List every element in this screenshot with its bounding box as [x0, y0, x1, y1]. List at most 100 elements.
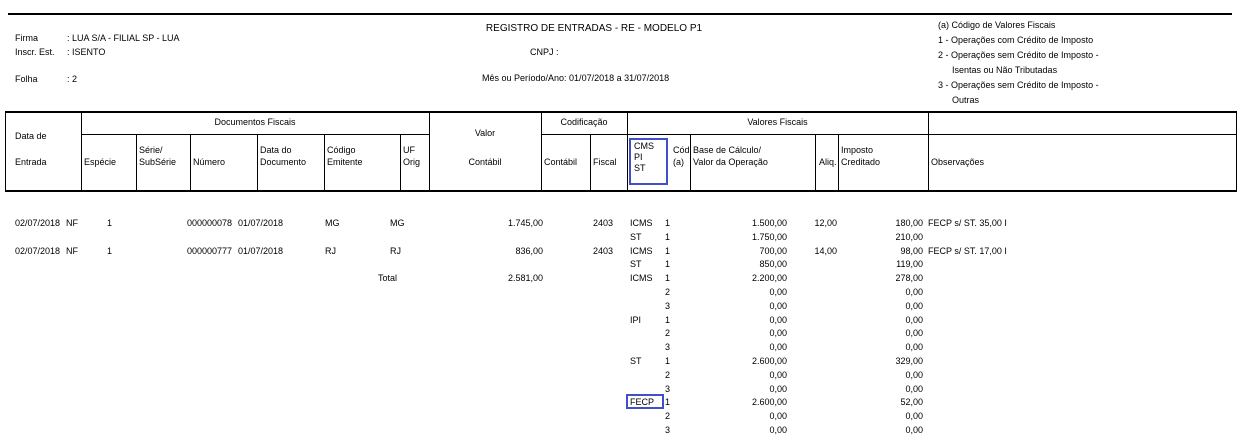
table-mid-border: [541, 134, 1237, 135]
col-header-numero: Número: [193, 157, 226, 167]
table-top-border: [5, 111, 1237, 113]
col-header-valor-contabil: Contábil: [468, 157, 502, 167]
cell-data-entrada: 02/07/2018: [15, 218, 61, 228]
group-header-documentos-fiscais: Documentos Fiscais: [214, 117, 296, 127]
table-vline: [81, 111, 82, 192]
cell-serie: 1: [107, 246, 113, 256]
cell-numero: 000000078: [187, 218, 233, 228]
cell-uf-orig: MG: [390, 218, 405, 228]
cell-uf-orig: RJ: [390, 246, 401, 256]
table-vline: [541, 111, 542, 192]
legend-line: 1 - Operações com Crédito de Imposto: [938, 35, 1094, 45]
cell-valor-contabil: 2.581,00: [507, 273, 543, 283]
cell-total-label: Total: [378, 273, 398, 283]
cell-imposto-creditado: 0,00: [905, 328, 923, 338]
cell-base-calculo: 2.600,00: [751, 356, 787, 366]
cell-base-calculo: 2.600,00: [751, 397, 787, 407]
cell-imposto-tipo: ICMS: [630, 273, 653, 283]
cell-imposto-creditado: 0,00: [905, 411, 923, 421]
cell-imposto-tipo: ICMS: [630, 246, 653, 256]
cell-imposto-creditado: 180,00: [895, 218, 923, 228]
cell-cod-fiscal: 2403: [592, 246, 613, 256]
col-header-especie: Espécie: [84, 157, 117, 167]
cell-especie: NF: [66, 246, 78, 256]
cell-base-calculo: 0,00: [769, 370, 787, 380]
cell-observacoes: FECP s/ ST. 35,00 I: [928, 218, 1007, 228]
cell-cod-a: 1: [665, 259, 671, 269]
cell-cod-a: 2: [665, 411, 671, 421]
col-header-valor-operacao: Valor da Operação: [693, 157, 768, 167]
col-header-base-calculo: Base de Cálculo/: [693, 145, 762, 155]
cell-imposto-creditado: 210,00: [895, 232, 923, 242]
cell-base-calculo: 0,00: [769, 342, 787, 352]
cell-imposto-tipo: ST: [630, 232, 642, 242]
col-header-orig: Orig: [403, 157, 421, 167]
legend-line: Outras: [952, 95, 980, 105]
col-header-entrada: Entrada: [15, 157, 47, 167]
cell-imposto-creditado: 0,00: [905, 370, 923, 380]
cell-imposto-creditado: 0,00: [905, 301, 923, 311]
cell-numero: 000000777: [187, 246, 233, 256]
cell-base-calculo: 0,00: [769, 425, 787, 435]
inscr-est-label: Inscr. Est.: [15, 47, 55, 57]
cell-base-calculo: 0,00: [769, 315, 787, 325]
cell-imposto-creditado: 0,00: [905, 384, 923, 394]
legend-line: 2 - Operações sem Crédito de Imposto -: [938, 50, 1099, 60]
cell-codigo-emitente: MG: [325, 218, 340, 228]
cell-imposto-tipo: ST: [630, 259, 642, 269]
cell-cod-a: 1: [665, 273, 671, 283]
cell-imposto-creditado: 0,00: [905, 315, 923, 325]
table-vline: [190, 134, 191, 192]
cell-imposto-creditado: 0,00: [905, 287, 923, 297]
cell-cod-a: 1: [665, 246, 671, 256]
cell-imposto-tipo: IPI: [630, 315, 642, 325]
table-vline: [690, 134, 691, 192]
cell-aliq: 12,00: [814, 218, 837, 228]
col-header-cod: Cód: [673, 145, 690, 155]
legend-line: Isentas ou Não Tributadas: [952, 65, 1058, 75]
cell-base-calculo: 2.200,00: [751, 273, 787, 283]
cell-base-calculo: 1.750,00: [751, 232, 787, 242]
cell-imposto-creditado: 52,00: [900, 397, 923, 407]
table-vline: [257, 134, 258, 192]
cell-base-calculo: 0,00: [769, 301, 787, 311]
col-header-cod-fiscal: Fiscal: [593, 157, 617, 167]
cell-imposto-creditado: 0,00: [905, 342, 923, 352]
cell-data-entrada: 02/07/2018: [15, 246, 61, 256]
col-header-subserie: SubSérie: [139, 157, 177, 167]
table-vline: [838, 134, 839, 192]
table-vline: [324, 134, 325, 192]
table-mid-border: [81, 134, 429, 135]
firma-label: Firma: [15, 33, 38, 43]
cell-serie: 1: [107, 218, 113, 228]
cell-cod-a: 3: [665, 342, 671, 352]
cell-cod-a: 2: [665, 328, 671, 338]
col-header-documento: Documento: [260, 157, 307, 167]
cell-valor-contabil: 1.745,00: [507, 218, 543, 228]
group-header-codificacao: Codificação: [560, 117, 608, 127]
cell-cod-a: 1: [665, 315, 671, 325]
cell-cod-a: 3: [665, 384, 671, 394]
page-title: REGISTRO DE ENTRADAS - RE - MODELO P1: [485, 23, 703, 34]
cell-imposto-tipo: ICMS: [630, 218, 653, 228]
cell-base-calculo: 0,00: [769, 328, 787, 338]
cell-cod-a: 2: [665, 287, 671, 297]
table-vline: [590, 134, 591, 192]
cnpj-label: CNPJ :: [530, 47, 559, 57]
cell-base-calculo: 850,00: [759, 259, 787, 269]
cell-cod-a: 1: [665, 397, 671, 407]
cell-cod-a: 3: [665, 301, 671, 311]
table-vline: [815, 134, 816, 192]
folha-value: : 2: [67, 74, 78, 84]
cell-base-calculo: 0,00: [769, 411, 787, 421]
table-vline: [928, 111, 929, 192]
legend-line: 3 - Operações sem Crédito de Imposto -: [938, 80, 1099, 90]
group-header-valores-fiscais: Valores Fiscais: [747, 117, 808, 127]
cell-base-calculo: 0,00: [769, 384, 787, 394]
cell-imposto-creditado: 98,00: [900, 246, 923, 256]
col-header-cod-a: (a): [673, 157, 684, 167]
cell-codigo-emitente: RJ: [325, 246, 336, 256]
cell-imposto-creditado: 329,00: [895, 356, 923, 366]
cell-imposto-tipo: ST: [630, 356, 642, 366]
